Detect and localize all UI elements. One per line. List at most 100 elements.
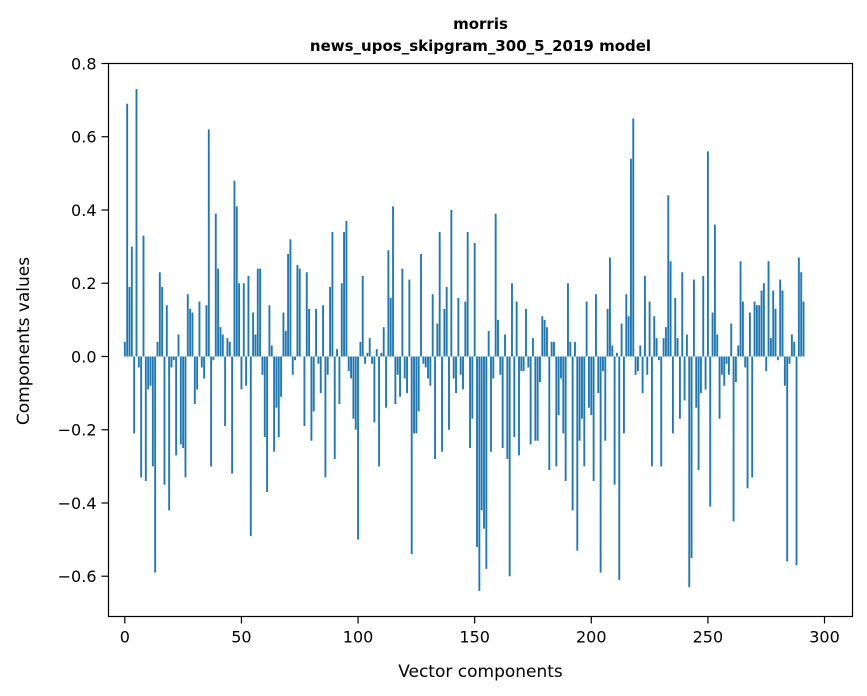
bar-155 xyxy=(485,356,488,569)
bar-129 xyxy=(424,356,427,368)
bar-10 xyxy=(147,356,150,390)
bar-157 xyxy=(490,356,492,452)
bar-28 xyxy=(189,308,192,357)
bar-30 xyxy=(193,356,196,405)
bar-259 xyxy=(727,356,730,375)
bar-7 xyxy=(140,356,143,478)
bar-235 xyxy=(671,356,674,434)
bar-254 xyxy=(716,334,719,357)
bar-181 xyxy=(546,327,548,357)
bar-86 xyxy=(324,356,327,478)
bar-123 xyxy=(410,356,413,555)
bar-63 xyxy=(270,345,273,357)
bar-153 xyxy=(480,356,483,511)
bar-2 xyxy=(128,286,131,357)
bar-145 xyxy=(462,356,464,390)
bar-176 xyxy=(534,356,537,441)
bar-193 xyxy=(574,341,576,357)
bar-291 xyxy=(802,301,805,357)
bar-101 xyxy=(359,341,362,357)
bar-47 xyxy=(233,180,236,357)
bar-126 xyxy=(417,356,420,412)
bar-163 xyxy=(504,334,506,357)
bar-99 xyxy=(354,356,357,430)
bar-167 xyxy=(513,356,516,438)
bar-221 xyxy=(639,345,642,357)
bar-18 xyxy=(165,305,168,357)
bar-82 xyxy=(315,308,318,357)
bar-54 xyxy=(249,356,252,536)
bar-243 xyxy=(690,356,693,558)
bar-242 xyxy=(688,356,691,588)
bar-182 xyxy=(548,356,551,471)
bar-249 xyxy=(704,356,707,390)
bar-43 xyxy=(224,356,227,427)
bar-93 xyxy=(340,283,343,357)
bar-11 xyxy=(149,356,152,386)
bar-213 xyxy=(620,323,623,357)
bar-239 xyxy=(681,272,684,357)
bar-62 xyxy=(268,305,271,357)
bar-144 xyxy=(459,356,462,375)
y-tick-label: 0.8 xyxy=(71,55,96,74)
bar-218 xyxy=(632,118,635,357)
bar-112 xyxy=(385,356,387,408)
bar-0 xyxy=(123,341,126,357)
bar-190 xyxy=(567,283,569,357)
bar-35 xyxy=(205,305,208,357)
bar-264 xyxy=(739,261,742,357)
bar-136 xyxy=(441,356,443,452)
bar-285 xyxy=(788,356,791,364)
bar-27 xyxy=(186,294,189,357)
bar-127 xyxy=(420,253,422,357)
bar-107 xyxy=(373,356,376,423)
bar-230 xyxy=(660,356,663,467)
bar-284 xyxy=(786,356,789,562)
bar-57 xyxy=(256,268,259,357)
bar-49 xyxy=(238,283,241,357)
bar-58 xyxy=(259,268,262,357)
bar-20 xyxy=(170,356,173,368)
bar-265 xyxy=(741,301,744,357)
bar-61 xyxy=(266,356,269,492)
bar-32 xyxy=(198,301,201,357)
y-tick-label: 0.6 xyxy=(71,128,96,147)
bar-283 xyxy=(783,356,786,386)
bar-201 xyxy=(592,356,595,481)
bar-146 xyxy=(464,301,467,357)
bar-263 xyxy=(737,345,740,357)
bar-152 xyxy=(478,356,481,591)
bar-173 xyxy=(527,356,530,368)
bar-13 xyxy=(154,356,157,573)
bar-9 xyxy=(144,356,147,481)
bar-135 xyxy=(438,231,441,357)
bar-64 xyxy=(273,356,276,452)
bar-105 xyxy=(368,338,371,357)
bar-279 xyxy=(774,308,777,357)
bar-158 xyxy=(492,356,495,379)
bar-37 xyxy=(210,356,213,467)
bar-227 xyxy=(653,316,656,357)
bar-154 xyxy=(483,356,485,529)
bar-103 xyxy=(364,356,366,364)
bar-165 xyxy=(508,356,511,577)
bar-65 xyxy=(275,356,278,408)
bar-215 xyxy=(625,294,628,357)
bar-124 xyxy=(413,356,415,434)
bar-191 xyxy=(569,341,572,357)
bar-184 xyxy=(553,341,555,357)
bar-262 xyxy=(734,356,737,383)
bar-40 xyxy=(217,268,220,357)
bar-69 xyxy=(284,330,287,357)
bar-210 xyxy=(613,356,616,485)
chart-title-line-2: news_upos_skipgram_300_5_2019 model xyxy=(310,37,651,55)
bar-92 xyxy=(338,356,341,405)
bar-248 xyxy=(702,275,705,357)
bar-290 xyxy=(800,272,803,357)
bar-41 xyxy=(219,327,222,357)
bar-125 xyxy=(415,356,418,434)
bar-207 xyxy=(606,308,609,357)
bar-16 xyxy=(161,286,164,357)
bar-109 xyxy=(378,356,380,467)
